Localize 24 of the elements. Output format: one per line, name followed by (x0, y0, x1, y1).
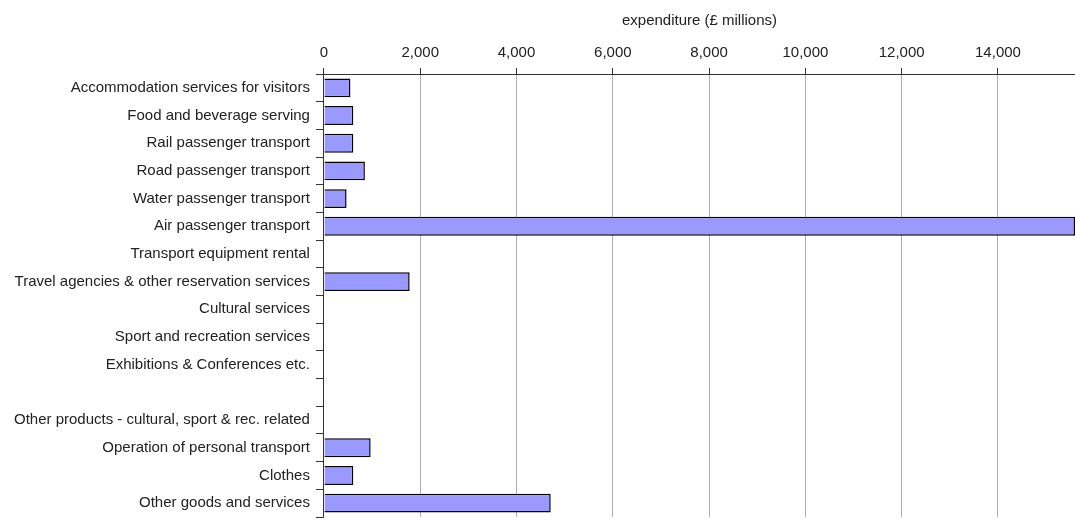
x-tick-label: 12,000 (878, 43, 925, 61)
y-tick-label: Rail passenger transport (146, 133, 311, 151)
y-tick-label: Clothes (259, 465, 310, 483)
y-tick-label: Water passenger transport (132, 188, 311, 206)
y-tick-label: Operation of personal transport (102, 437, 311, 455)
x-tick-label: 8,000 (690, 43, 728, 61)
y-tick-label: Road passenger transport (136, 161, 311, 179)
x-tick-label: 14,000 (975, 43, 1021, 61)
x-axis-title: expenditure (£ millions) (621, 11, 778, 29)
x-tick-label: 0 (319, 43, 329, 61)
y-tick-label: Food and beverage serving (127, 105, 310, 123)
y-tick-label: Travel agencies & other reservation services (14, 271, 310, 289)
y-tick-label: Air passenger transport (154, 216, 311, 234)
y-tick-label: Cultural services (199, 299, 310, 317)
x-tick-label: 6,000 (594, 43, 632, 61)
y-tick-label: Other goods and services (139, 493, 310, 511)
x-tick-label: 2,000 (401, 43, 440, 61)
y-tick-label: Transport equipment rental (130, 244, 310, 262)
y-tick-label: Exhibitions & Conferences etc. (105, 354, 310, 372)
y-tick-label: Sport and recreation services (114, 327, 310, 345)
y-tick-label: Accommodation services for visitors (70, 77, 310, 95)
x-tick-label: 4,000 (497, 43, 536, 61)
y-tick-label: Other products - cultural, sport & rec. related (13, 410, 310, 428)
x-tick-label: 10,000 (782, 43, 829, 61)
